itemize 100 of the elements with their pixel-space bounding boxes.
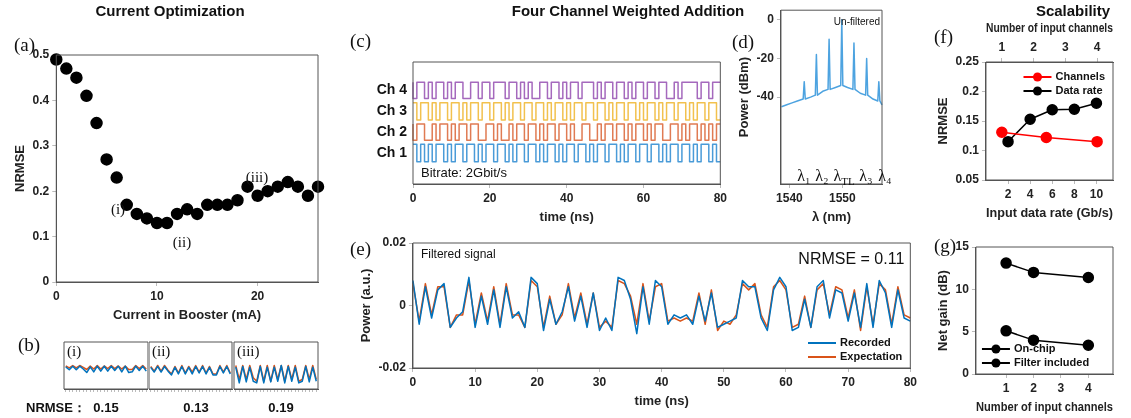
text: (g) <box>934 234 957 257</box>
y-tick-label: 0.1 <box>962 142 980 157</box>
x-tick-label: 10 <box>1089 186 1104 201</box>
y-axis-title: Net gain (dB) <box>935 270 951 351</box>
y-tick-label: 0.4 <box>32 92 50 107</box>
y-tick-label: -20 <box>756 50 775 65</box>
y-tick-label: 0.25 <box>955 54 980 69</box>
text: Ch 4 <box>376 81 408 98</box>
y-tick-label: -0.02 <box>378 360 407 375</box>
point <box>1024 113 1036 125</box>
x-axis-title: Input data rate (Gb/s) <box>986 204 1113 220</box>
y-axis-title: NRMSE <box>935 97 951 145</box>
y-tick-label: 0.2 <box>962 83 980 98</box>
text: 0.13 <box>183 399 209 415</box>
x2-tick-label: 3 <box>1062 40 1070 55</box>
annotation: Filtered signal <box>420 247 496 262</box>
point <box>1046 104 1058 116</box>
y-tick-label: 0.02 <box>382 235 407 250</box>
point <box>201 198 214 212</box>
x-tick-label: 30 <box>592 374 607 389</box>
y-tick-label: 0.3 <box>32 138 50 153</box>
point <box>170 207 184 221</box>
legend-label: Expectation <box>839 350 903 363</box>
x-tick-label: 6 <box>1048 186 1056 201</box>
point <box>160 216 174 230</box>
x-tick-label: 4 <box>1026 186 1034 201</box>
point <box>231 194 244 207</box>
annotation: λ₄ <box>878 167 893 185</box>
point <box>1002 135 1014 148</box>
x-tick-label: 40 <box>559 190 574 205</box>
text: 0.19 <box>268 399 294 415</box>
point <box>1027 266 1040 279</box>
legend-label: Data rate <box>1055 84 1103 97</box>
y-axis-title: NRMSE <box>12 144 28 192</box>
x2-tick-label: 1 <box>998 40 1006 55</box>
y-tick-label: -40 <box>756 89 775 104</box>
x-tick-label: 80 <box>713 190 728 205</box>
x-tick-label: 50 <box>717 374 731 389</box>
x2-axis-title: Number of input channels <box>986 20 1114 35</box>
annotation: λ₃ <box>859 167 873 185</box>
y-axis-title: Power (a.u.) <box>358 268 374 343</box>
x-axis-title: λ (nm) <box>811 208 851 224</box>
y-axis-title: Power (dBm) <box>736 57 752 138</box>
chart-title: Current Optimization <box>94 2 246 19</box>
x-axis-title: Current in Booster (mA) <box>113 306 262 322</box>
point <box>80 89 93 103</box>
y-tick-label: 0 <box>42 274 50 289</box>
text: (c) <box>350 29 372 52</box>
x-axis-title: Number of input channels <box>976 398 1114 414</box>
y-tick-label: 0.1 <box>32 228 50 243</box>
text: Ch 3 <box>376 102 408 119</box>
point <box>1090 97 1103 110</box>
x-tick-label: 1540 <box>776 190 804 205</box>
x2-tick-label: 2 <box>1030 40 1038 55</box>
annotation: (iii) <box>245 168 269 186</box>
annotation: NRMSE = 0.11 <box>798 250 905 268</box>
text: (i) <box>67 342 82 360</box>
x-tick-label: 3 <box>1057 380 1065 395</box>
legend-label: Channels <box>1055 70 1105 83</box>
point <box>100 153 113 166</box>
text: Ch 1 <box>376 143 408 160</box>
annotation: Bitrate: 2Gbit/s <box>421 164 508 180</box>
x-tick-label: 8 <box>1070 186 1078 201</box>
point <box>281 175 295 189</box>
point <box>301 189 315 202</box>
annotation: λ₂ <box>815 167 829 185</box>
text: (b) <box>18 333 41 356</box>
x-tick-label: 1 <box>1002 380 1010 395</box>
x-tick-label: 80 <box>903 374 918 389</box>
x-tick-label: 2 <box>1004 186 1012 201</box>
point <box>261 184 274 198</box>
legend-label: On-chip <box>1013 342 1056 355</box>
x-tick-label: 10 <box>468 374 483 389</box>
legend-label: Recorded <box>839 336 891 349</box>
text: Ch 2 <box>376 123 408 140</box>
point <box>251 189 264 202</box>
x-tick-label: 60 <box>636 190 651 205</box>
point <box>221 198 234 212</box>
y-tick-label: 15 <box>955 239 970 254</box>
annotation: (ii) <box>172 233 192 251</box>
x-tick-label: 0 <box>409 190 417 205</box>
text: (ii) <box>152 342 171 360</box>
x-tick-label: 70 <box>841 374 856 389</box>
point <box>180 203 194 216</box>
text: NRMSE： <box>26 399 86 415</box>
point <box>110 171 123 184</box>
x-axis-title: time (ns) <box>539 208 594 224</box>
point <box>70 71 83 84</box>
x-tick-label: 4 <box>1084 380 1092 395</box>
x-tick-label: 40 <box>654 374 669 389</box>
chart-title: Scalability <box>1034 2 1112 19</box>
x-tick-label: 20 <box>530 374 545 389</box>
point <box>140 212 154 225</box>
x-tick-label: 0 <box>52 288 60 303</box>
point <box>1000 257 1012 269</box>
point <box>1068 103 1081 115</box>
y-tick-label: 0.15 <box>955 113 980 128</box>
point <box>190 207 204 221</box>
x-tick-label: 20 <box>483 190 497 205</box>
text: 0.15 <box>93 399 119 415</box>
